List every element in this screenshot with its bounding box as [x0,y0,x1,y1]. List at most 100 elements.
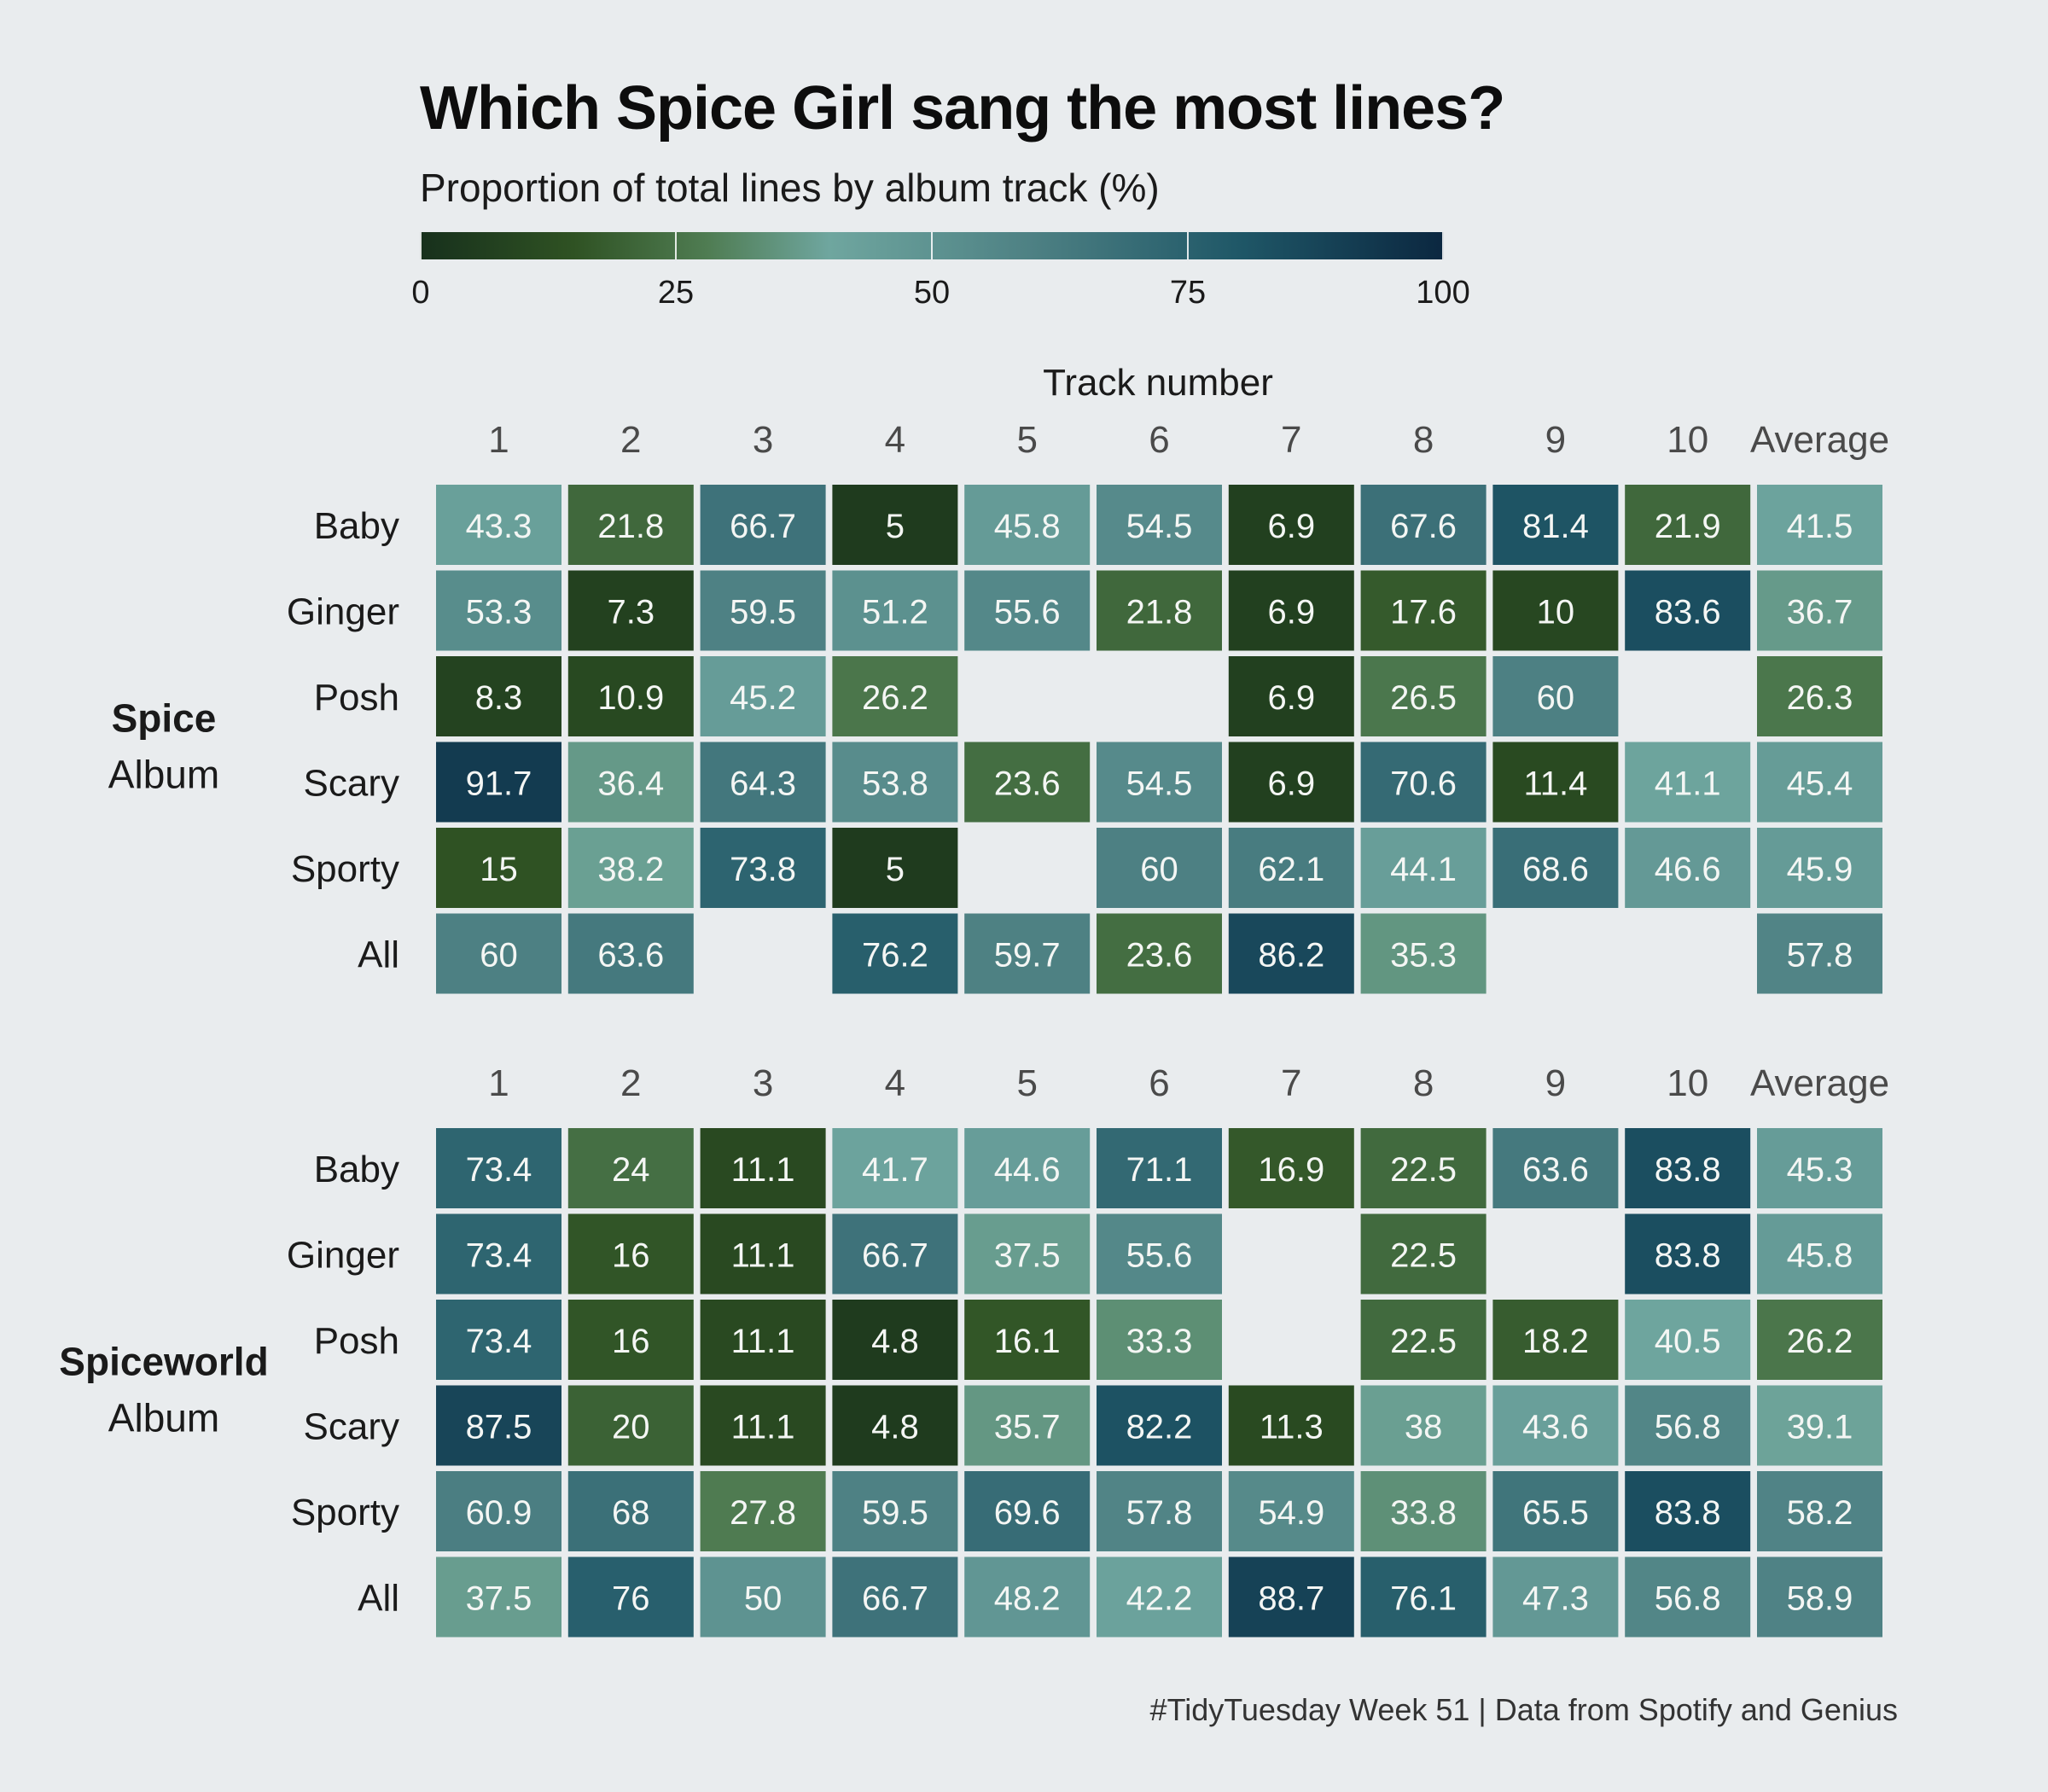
column-label: 2 [620,1062,641,1104]
cell-value-label: 15 [480,851,518,888]
heatmap-cell [1228,1128,1354,1208]
legend-label: 0 [411,275,430,311]
heatmap-cell [436,828,561,908]
cell-value-label: 53.8 [862,765,928,803]
cell-value-label: 11.1 [731,1409,795,1446]
heatmap-cell [1492,742,1619,823]
heatmap-cell [1625,1128,1751,1208]
cell-value-label: 23.6 [1126,937,1193,975]
cell-value-label: 22.5 [1390,1323,1457,1360]
cell-value-label: 6.9 [1267,594,1315,631]
heatmap-cell [964,1213,1091,1295]
row-label: Sporty [291,848,399,890]
heatmap-cell [1492,485,1619,565]
heatmap-cell [964,1556,1091,1638]
heatmap-cell [832,1556,958,1638]
cell-value-label: 53.3 [466,594,532,631]
heatmap-cell [964,570,1091,651]
heatmap-cell [700,656,826,736]
heatmap-cell [964,1385,1091,1466]
cell-value-label: 73.4 [466,1151,532,1189]
heatmap-cell [1757,742,1882,823]
heatmap-cell [1757,1128,1882,1208]
column-label: 3 [753,1062,773,1104]
heatmap-cell [1757,828,1882,908]
cell-value-label: 6.9 [1267,765,1315,803]
heatmap-cell [1228,1556,1354,1638]
cell-value-label: 54.5 [1126,765,1193,803]
legend-tick-mark [1442,232,1444,259]
heatmap-cell [1360,1385,1487,1466]
cell-value-label: 57.8 [1126,1494,1193,1532]
heatmap-cell [1492,828,1619,908]
heatmap-cell [1360,656,1487,736]
heatmap-cell [700,1128,826,1208]
heatmap-cell [436,570,561,651]
cell-value-label: 41.5 [1787,508,1853,545]
cell-value-label: 5 [886,851,905,888]
cell-value-label: 11.1 [731,1237,795,1275]
cell-value-label: 4.8 [871,1323,919,1360]
heatmap-cell [1228,828,1354,908]
cell-value-label: 63.6 [1522,1151,1589,1189]
cell-value-label: 33.3 [1126,1323,1193,1360]
cell-value-label: 81.4 [1522,508,1589,545]
row-label: Ginger [287,591,399,633]
cell-value-label: 62.1 [1258,851,1324,888]
column-label: 3 [753,419,773,461]
cell-value-label: 67.6 [1390,508,1457,545]
column-label: 6 [1149,1062,1169,1104]
heatmap-cell [700,828,826,908]
heatmap-cell [1360,1300,1487,1380]
row-label: All [358,1578,399,1620]
cell-value-label: 45.4 [1787,765,1853,803]
heatmap-cell [1625,1471,1751,1551]
heatmap-cell [1492,656,1619,736]
legend-label: 50 [913,275,951,311]
cell-value-label: 40.5 [1655,1323,1721,1360]
column-label: 8 [1413,419,1434,461]
cell-value-label: 26.2 [1787,1323,1853,1360]
column-label: 2 [620,419,641,461]
heatmap-cell [832,1300,958,1380]
cell-value-label: 24 [612,1151,650,1189]
heatmap-cell [700,1556,826,1638]
heatmap-cell [1625,1556,1751,1638]
heatmap-cell [1360,1128,1487,1208]
cell-value-label: 45.9 [1787,851,1853,888]
cell-value-label: 41.7 [862,1151,928,1189]
heatmap-cell [1360,1471,1487,1551]
cell-value-label: 57.8 [1787,937,1853,975]
cell-value-label: 37.5 [466,1580,532,1618]
cell-value-label: 91.7 [466,765,532,803]
heatmap-cell [964,1128,1091,1208]
cell-value-label: 11.1 [731,1151,795,1189]
heatmap-cell [1097,570,1222,651]
cell-value-label: 58.2 [1787,1494,1853,1532]
column-label: 1 [488,419,509,461]
column-label: 1 [488,1062,509,1104]
heatmap-cell [1228,913,1354,994]
heatmap-cell [1625,1300,1751,1380]
cell-value-label: 11.4 [1523,765,1587,803]
cell-value-label: 86.2 [1258,937,1324,975]
heatmap-cell [1625,742,1751,823]
legend-label: 100 [1416,275,1470,311]
legend-tick-mark [675,232,677,259]
cell-value-label: 16 [612,1237,650,1275]
column-label: 5 [1016,419,1037,461]
column-label: 9 [1545,1062,1566,1104]
cell-value-label: 36.4 [597,765,664,803]
row-label: Sporty [291,1492,399,1533]
cell-value-label: 73.8 [730,851,796,888]
cell-value-label: 64.3 [730,765,796,803]
legend-label: 75 [1169,275,1207,311]
cell-value-label: 88.7 [1258,1580,1324,1618]
album-suffix-label: Album [108,1396,219,1440]
cell-value-label: 43.6 [1522,1409,1589,1446]
heatmap-cell [832,485,958,565]
cell-value-label: 44.1 [1390,851,1457,888]
heatmap-cell [1757,1213,1882,1295]
cell-value-label: 22.5 [1390,1151,1457,1189]
